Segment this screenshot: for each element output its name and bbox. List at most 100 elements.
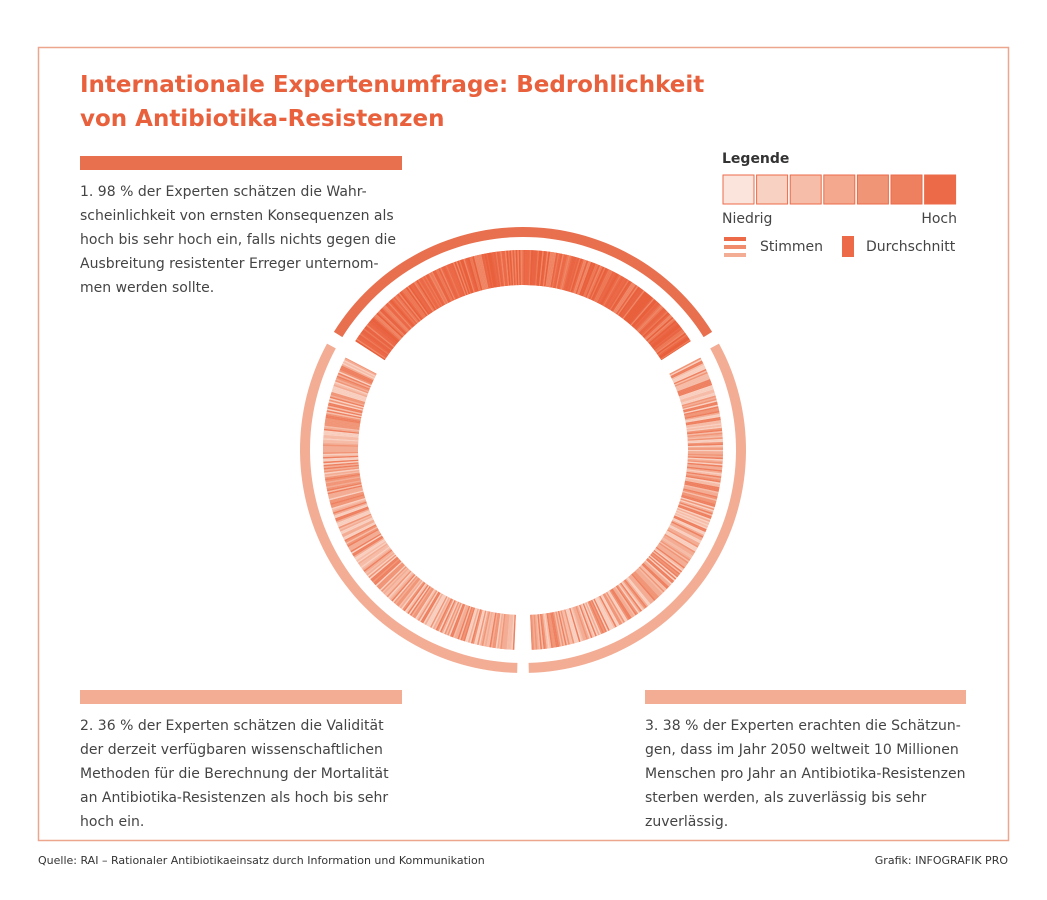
ring-stripe [678, 383, 713, 397]
ring-stripe [676, 376, 710, 391]
ring-stripe [417, 590, 438, 621]
ring-stripe [685, 416, 721, 425]
ring-stripe [493, 613, 501, 649]
ring-stripe [333, 501, 367, 514]
ring-stripe [326, 478, 361, 487]
ring-stripe [611, 588, 632, 619]
ring-stripe [374, 315, 402, 340]
ring-stripe [423, 276, 442, 308]
ring-stripe [348, 529, 380, 549]
ring-stripe [667, 528, 700, 547]
ring-stripe [687, 452, 723, 455]
ring-stripe [545, 613, 552, 649]
ring-stripe [388, 300, 414, 328]
ring-stripe [331, 496, 366, 508]
finding-text: hoch ein. [80, 814, 144, 830]
ring-stripe [361, 547, 391, 570]
ring-stripe [665, 532, 697, 552]
ring-stripe [574, 606, 587, 641]
ring-stripe [507, 250, 512, 286]
ring-stripe [610, 280, 631, 311]
ring-stripe [335, 507, 369, 522]
legend-swatch [823, 174, 856, 205]
ring-stripe [673, 515, 707, 531]
ring-stripe [404, 287, 427, 318]
ring-stripe [607, 278, 627, 309]
ring-stripe [656, 332, 687, 355]
ring-stripe [325, 417, 361, 425]
ring-stripe [533, 614, 538, 650]
ring-stripe [498, 613, 505, 649]
ring-stripe [603, 275, 623, 307]
ring-stripe [630, 574, 655, 602]
ring-stripe [510, 250, 515, 286]
ring-stripe [325, 419, 360, 427]
ring-stripe [323, 459, 359, 464]
ring-stripe [687, 434, 723, 439]
ring-stripe [500, 251, 506, 287]
ring-stripe [366, 552, 395, 576]
ring-stripe [639, 565, 666, 592]
ring-stripe [466, 257, 478, 292]
ring-stripe [585, 264, 601, 298]
ring-stripe [512, 614, 516, 650]
ring-stripe [492, 252, 499, 287]
ring-stripe [455, 261, 469, 295]
ring-stripe [387, 301, 413, 329]
ring-stripe [394, 295, 419, 324]
ring-stripe [407, 584, 429, 615]
title: von Antibiotika-Resistenzen [80, 106, 445, 132]
ring-stripe [323, 450, 359, 453]
legend-average: Durchschnitt [866, 239, 956, 255]
ring-stripe [623, 580, 646, 609]
ring-stripe [550, 612, 558, 648]
ring-stripe [398, 579, 422, 608]
ring-stripe [472, 609, 483, 644]
ring-stripe [489, 252, 497, 288]
ring-stripe [619, 583, 641, 613]
ring-stripe [340, 366, 373, 383]
ring-stripe [324, 467, 360, 473]
ring-stripe [511, 614, 515, 650]
ring-stripe [593, 598, 610, 631]
ring-stripe [372, 558, 400, 583]
ring-stripe [404, 583, 427, 613]
ring-stripe [579, 604, 593, 639]
ring-stripe [671, 363, 704, 380]
ring-stripe [369, 555, 398, 580]
ring-stripe [388, 572, 414, 600]
ring-stripe [421, 592, 441, 624]
ring-stripe [458, 606, 472, 640]
ring-stripe [580, 604, 594, 638]
ring-stripe [661, 538, 692, 559]
ring-stripe [577, 605, 591, 639]
ring-stripe [559, 610, 569, 646]
finding-text: an Antibiotika-Resistenzen als hoch bis … [80, 790, 388, 806]
ring-stripe [617, 285, 639, 316]
ring-stripe [686, 421, 722, 428]
ring-stripe [324, 427, 360, 433]
ring-stripe [324, 468, 360, 475]
ring-stripe [560, 255, 571, 290]
ring-stripe [685, 479, 720, 488]
ring-stripe [439, 600, 456, 633]
ring-stripe [323, 464, 359, 470]
ring-stripe [558, 254, 568, 290]
ring-stripe [392, 574, 417, 603]
ring-stripe [327, 485, 363, 495]
ring-outer [528, 343, 746, 673]
ring-stripe [506, 614, 511, 650]
ring-stripe [681, 495, 716, 508]
ring-stripe [384, 568, 410, 596]
ring-stripe [545, 251, 552, 287]
ring-outer [299, 343, 518, 673]
ring-stripe [326, 411, 362, 420]
source: Quelle: RAI – Rationaler Antibiotikaeins… [38, 854, 485, 867]
ring-stripe [675, 373, 709, 388]
ring-stripe [337, 511, 371, 526]
ring-stripe [370, 319, 398, 344]
ring-stripe [330, 494, 365, 505]
ring-stripe [347, 528, 379, 547]
ring-stripe [346, 527, 379, 546]
ring-stripe [325, 477, 361, 486]
